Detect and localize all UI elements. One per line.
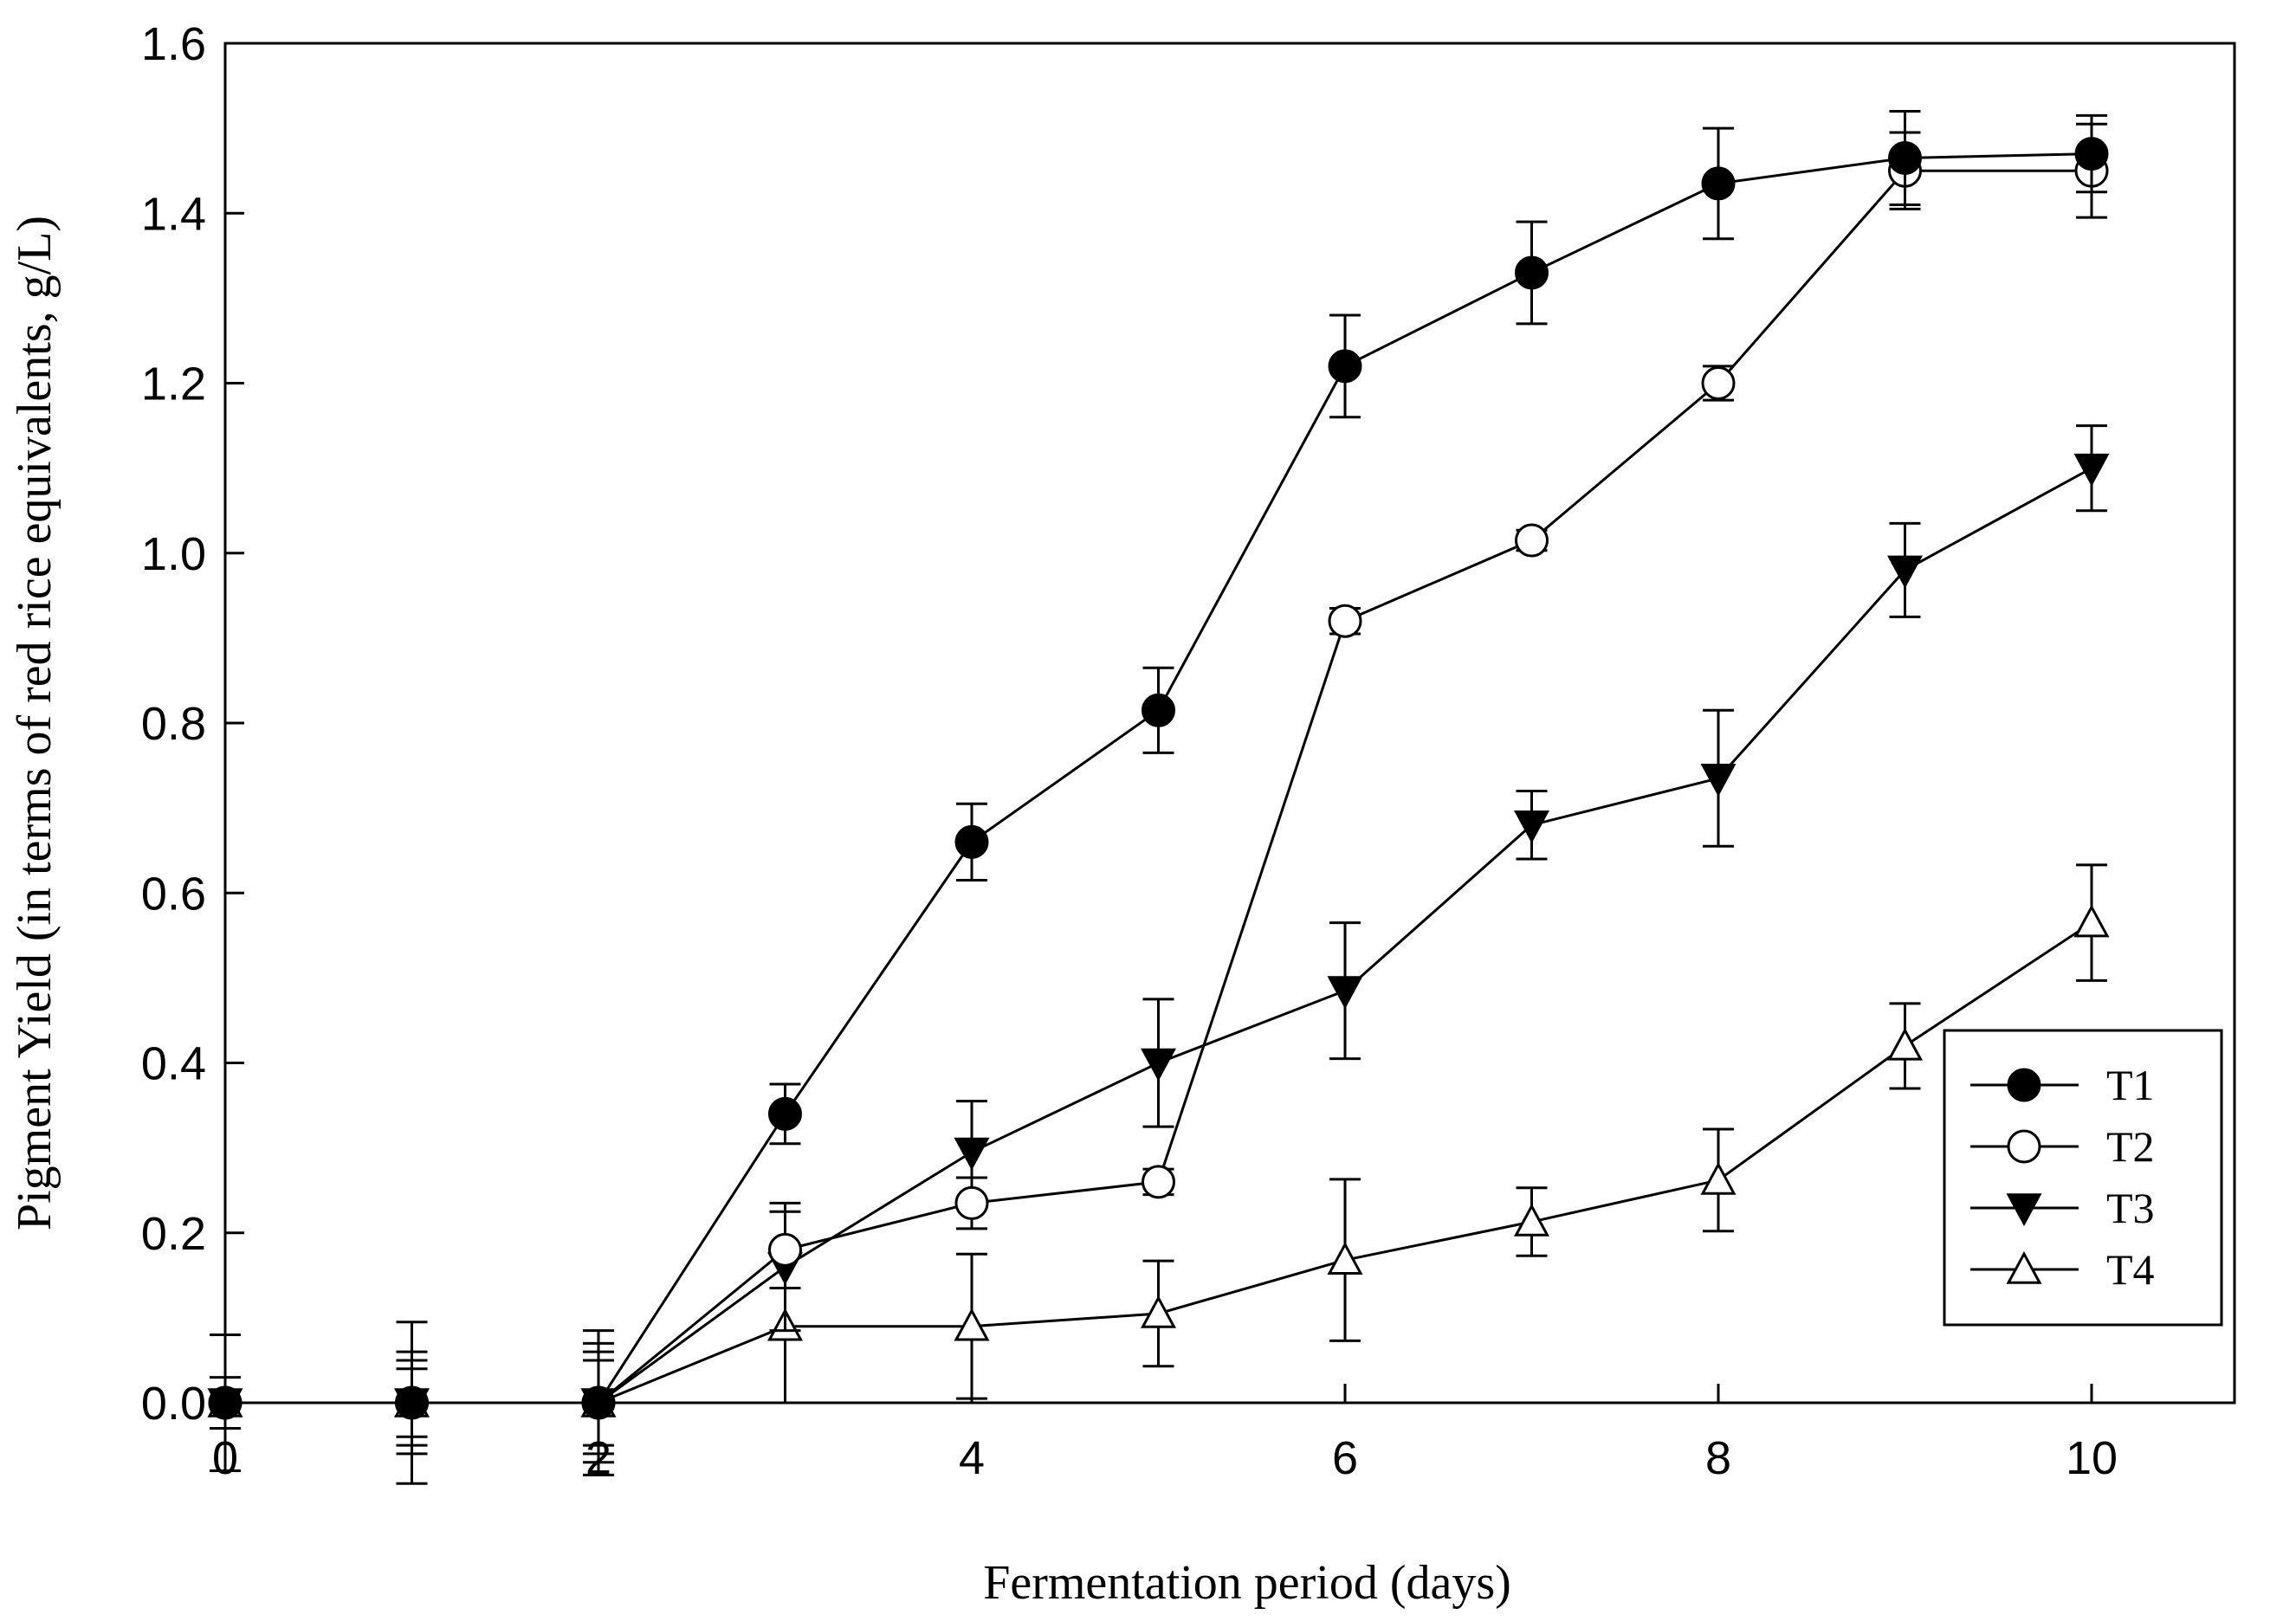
data-point-t4 [954,1308,990,1341]
data-point-t1 [395,1385,429,1420]
data-point-t2 [954,1185,989,1220]
data-point-t4 [1140,1295,1177,1328]
data-point-t3 [2073,453,2110,487]
data-point-t1 [1515,255,1549,290]
data-point-t1 [581,1385,616,1420]
y-tick-label: 0.4 [141,1038,206,1090]
data-point-t1 [954,824,989,859]
data-point-t4 [2073,904,2110,938]
legend-box [1943,1029,2223,1327]
series-line-t2 [225,169,2092,1405]
data-point-t1 [1888,140,1922,175]
legend: T1 T2 T3 T4 [1943,1029,2223,1327]
data-point-t2 [1142,1165,1175,1199]
legend-marker-t4 [2006,1250,2042,1284]
x-tick-label: 4 [959,1432,985,1484]
data-point-t4 [1700,1161,1737,1195]
data-point-t1 [1701,166,1736,201]
data-point-t1 [1142,693,1175,727]
series-t2 [208,122,2109,1447]
legend-label-t3: T3 [2106,1184,2155,1232]
data-point-t1 [1328,349,1362,384]
legend-marker-t1 [2007,1068,2041,1102]
y-tick-label: 1.4 [141,188,206,240]
data-point-t3 [1886,555,1924,589]
legend-label-t4: T4 [2106,1245,2155,1294]
x-tick-label: 6 [1332,1432,1358,1484]
data-point-t1 [2074,137,2109,171]
series-layer [207,110,2110,1485]
y-tick-label: 1.2 [141,358,206,410]
x-tick-label: 10 [2066,1432,2118,1484]
x-axis-ticks: 0 2 4 6 8 10 [212,1384,2118,1484]
series-line-t1 [225,152,2092,1405]
plot-frame [223,42,2236,1405]
legend-marker-t2 [2007,1129,2041,1164]
series-t1 [208,110,2109,1472]
data-point-t4 [1886,1027,1924,1061]
legend-label-t1: T1 [2106,1061,2155,1109]
data-point-t1 [208,1385,243,1420]
data-point-t2 [1701,366,1736,400]
legend-label-t2: T2 [2106,1122,2155,1171]
data-point-t2 [1515,523,1549,558]
y-axis-title: Pigment Yield (in terms of red rice equi… [8,216,61,1230]
data-point-t2 [768,1232,802,1267]
y-tick-label: 1.0 [141,528,206,580]
data-point-t1 [768,1096,802,1131]
x-tick-label: 8 [1705,1432,1731,1484]
data-point-t4 [1327,1241,1363,1275]
x-axis-title: Fermentation period (days) [983,1556,1511,1610]
data-point-t3 [1513,810,1550,843]
legend-marker-t3 [2006,1193,2042,1227]
y-tick-label: 0.2 [141,1208,206,1260]
data-point-t3 [1140,1048,1177,1082]
data-point-t4 [1513,1203,1550,1237]
y-tick-label: 0.0 [141,1378,206,1430]
y-axis-ticks: 0.0 0.2 0.4 0.6 0.8 1.0 1.2 1.4 1.6 [141,18,244,1430]
y-tick-label: 1.6 [141,18,206,70]
data-point-t3 [954,1137,990,1171]
data-point-t3 [1327,976,1363,1010]
data-point-t2 [1328,604,1362,638]
y-tick-label: 0.8 [141,698,206,750]
data-point-t3 [1700,763,1737,797]
y-tick-label: 0.6 [141,868,206,920]
